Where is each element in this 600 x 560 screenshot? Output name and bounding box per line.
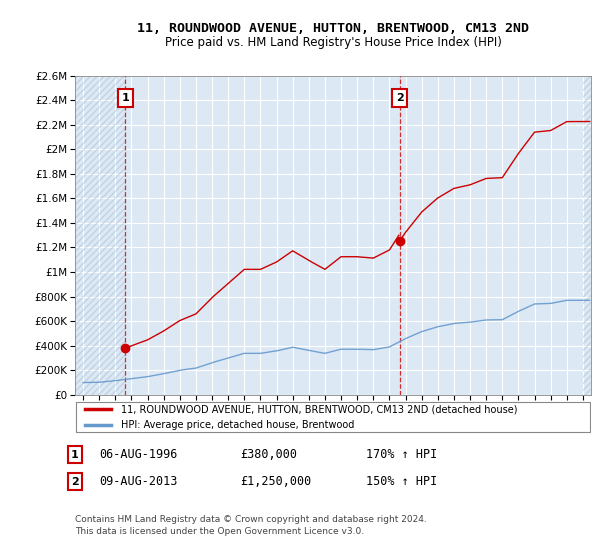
Text: 150% ↑ HPI: 150% ↑ HPI <box>366 475 437 488</box>
FancyBboxPatch shape <box>76 402 590 432</box>
Text: £380,000: £380,000 <box>240 448 297 461</box>
Text: HPI: Average price, detached house, Brentwood: HPI: Average price, detached house, Bren… <box>121 420 355 430</box>
Text: 1: 1 <box>122 93 129 103</box>
Text: Price paid vs. HM Land Registry's House Price Index (HPI): Price paid vs. HM Land Registry's House … <box>164 36 502 49</box>
Text: 09-AUG-2013: 09-AUG-2013 <box>99 475 178 488</box>
Text: This data is licensed under the Open Government Licence v3.0.: This data is licensed under the Open Gov… <box>75 528 364 536</box>
Text: 2: 2 <box>395 93 403 103</box>
Text: 1: 1 <box>71 450 79 460</box>
Text: 170% ↑ HPI: 170% ↑ HPI <box>366 448 437 461</box>
Bar <box>583 76 591 395</box>
Text: £1,250,000: £1,250,000 <box>240 475 311 488</box>
Text: 11, ROUNDWOOD AVENUE, HUTTON, BRENTWOOD, CM13 2ND: 11, ROUNDWOOD AVENUE, HUTTON, BRENTWOOD,… <box>137 22 529 35</box>
Text: 11, ROUNDWOOD AVENUE, HUTTON, BRENTWOOD, CM13 2ND (detached house): 11, ROUNDWOOD AVENUE, HUTTON, BRENTWOOD,… <box>121 404 518 414</box>
Text: Contains HM Land Registry data © Crown copyright and database right 2024.: Contains HM Land Registry data © Crown c… <box>75 515 427 524</box>
Text: 2: 2 <box>71 477 79 487</box>
Bar <box>75 76 125 395</box>
Text: 06-AUG-1996: 06-AUG-1996 <box>99 448 178 461</box>
